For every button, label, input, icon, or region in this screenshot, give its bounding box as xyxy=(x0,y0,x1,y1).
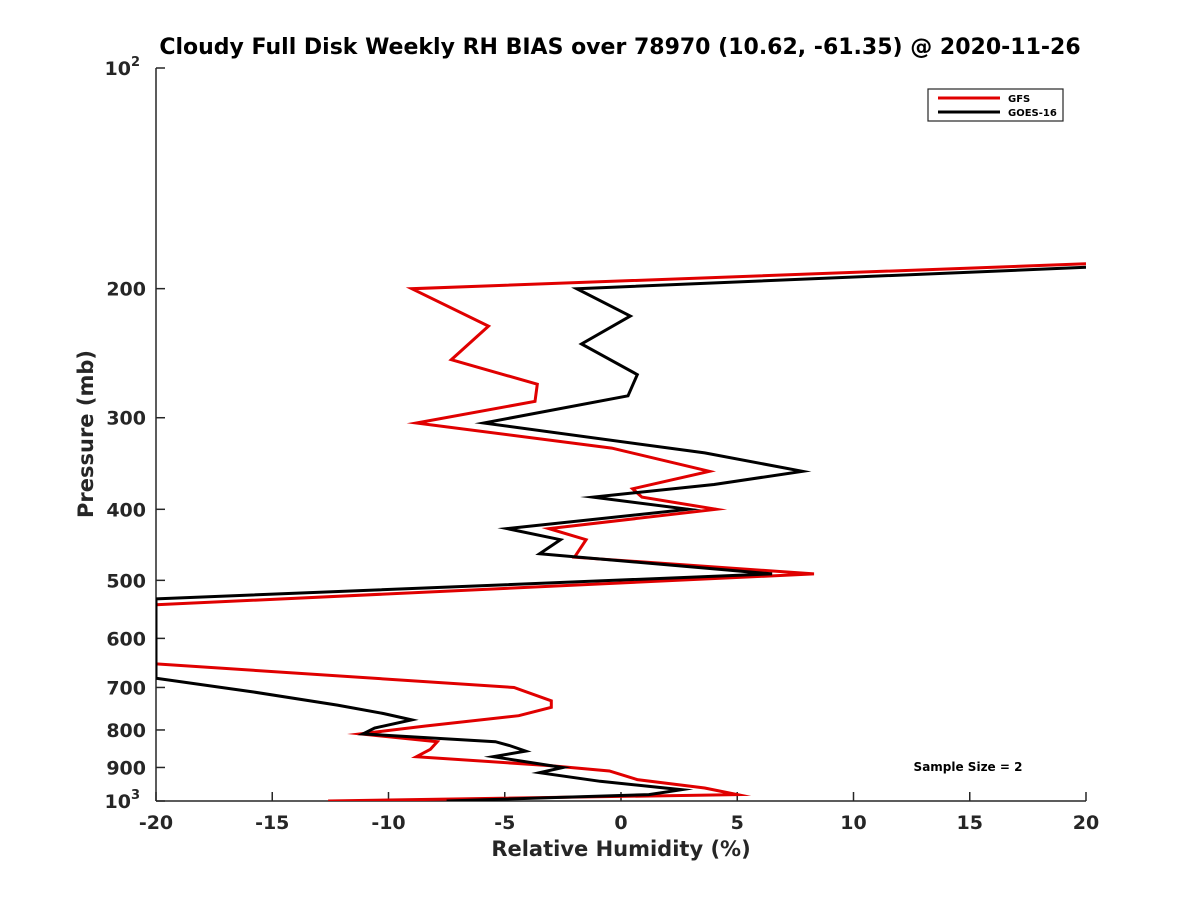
legend-box xyxy=(927,88,1064,122)
y-tick-label: 700 xyxy=(106,677,146,699)
y-tick-label-base: 800 xyxy=(106,720,146,742)
x-tick-label: -10 xyxy=(371,812,405,834)
y-tick-label: 103 xyxy=(105,788,141,813)
y-tick-label: 900 xyxy=(106,757,146,779)
y-tick-label-base: 400 xyxy=(106,499,146,521)
y-tick-label: 300 xyxy=(106,408,146,430)
y-tick-label-base: 600 xyxy=(106,628,146,650)
y-tick-label: 500 xyxy=(106,570,146,592)
y-axis-label: Pressure (mb) xyxy=(74,350,98,518)
y-tick-label-exponent: 2 xyxy=(131,55,140,70)
x-tick-label: 0 xyxy=(614,812,627,834)
legend-label: GOES-16 xyxy=(1008,108,1057,119)
axes xyxy=(155,68,1086,802)
y-tick-label-exponent: 3 xyxy=(131,788,140,803)
series-group xyxy=(156,262,1086,801)
y-tick-label: 102 xyxy=(105,55,141,80)
chart-title: Cloudy Full Disk Weekly RH BIAS over 789… xyxy=(159,35,1080,60)
legend: GFS GOES-16 xyxy=(927,88,1064,122)
y-tick-label-base: 900 xyxy=(106,757,146,779)
sample-size-annotation: Sample Size = 2 xyxy=(914,760,1023,774)
x-tick-label: 15 xyxy=(957,812,983,834)
x-tick-label: 5 xyxy=(731,812,744,834)
y-tick-label-base: 700 xyxy=(106,677,146,699)
x-axis-label: Relative Humidity (%) xyxy=(491,837,750,861)
x-tick-label: 10 xyxy=(840,812,866,834)
y-tick-label: 600 xyxy=(106,628,146,650)
y-tick-label: 200 xyxy=(106,279,146,301)
x-tick-label: 20 xyxy=(1073,812,1099,834)
y-tick-label-base: 10 xyxy=(105,58,131,80)
series-line-gfs xyxy=(156,262,1086,801)
x-tick-label: -20 xyxy=(139,812,173,834)
x-tick-label: -5 xyxy=(494,812,515,834)
y-tick-label-base: 10 xyxy=(105,791,131,813)
y-tick-label-base: 500 xyxy=(106,570,146,592)
x-tick-label: -15 xyxy=(255,812,289,834)
y-tick-label: 400 xyxy=(106,499,146,521)
y-tick-label-base: 200 xyxy=(106,279,146,301)
legend-label: GFS xyxy=(1008,94,1030,105)
y-tick-label: 800 xyxy=(106,720,146,742)
series-line-goes-16 xyxy=(156,265,1086,801)
x-ticks: -20 -15 -10 -5 0 5 10 15 20 xyxy=(139,792,1099,834)
y-tick-label-base: 300 xyxy=(106,408,146,430)
